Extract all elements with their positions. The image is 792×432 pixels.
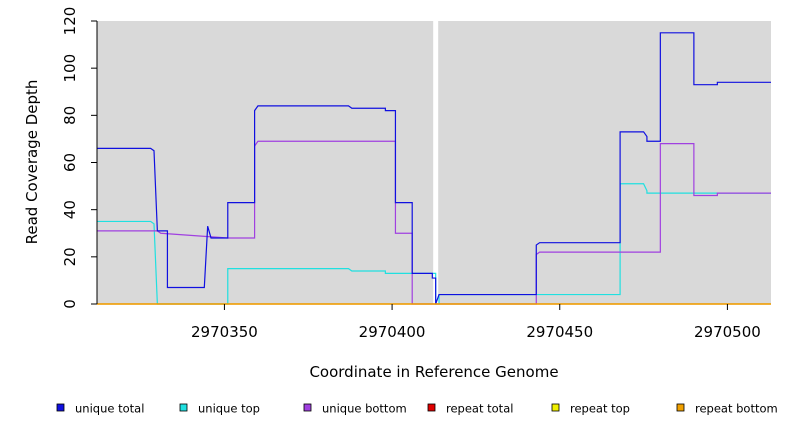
legend-item-repeat-total: repeat total <box>427 402 513 416</box>
x-tick-label: 2970450 <box>526 323 593 341</box>
series-line-unique-total <box>97 32 771 305</box>
y-axis-title: Read Coverage Depth <box>23 80 41 245</box>
legend-label: unique bottom <box>322 402 407 416</box>
legend-label: repeat total <box>446 402 513 416</box>
x-tick-label: 2970400 <box>359 323 426 341</box>
legend-swatch <box>179 403 188 412</box>
legend-label: repeat bottom <box>695 402 778 416</box>
y-tick-label: 80 <box>61 106 79 125</box>
legend-item-repeat-bottom: repeat bottom <box>676 402 778 416</box>
legend-swatch <box>427 403 436 412</box>
y-tick-label: 100 <box>61 54 79 83</box>
legend-item-unique-top: unique top <box>179 402 260 416</box>
legend-label: unique top <box>198 402 260 416</box>
y-tick-label: 0 <box>61 299 79 309</box>
legend-swatch <box>56 403 65 412</box>
legend-item-unique-bottom: unique bottom <box>303 402 407 416</box>
y-tick-label: 40 <box>61 200 79 219</box>
y-tick-label: 20 <box>61 247 79 266</box>
contig-gap <box>433 21 439 304</box>
legend-item-unique-total: unique total <box>56 402 144 416</box>
legend-swatch <box>551 403 560 412</box>
legend-item-repeat-top: repeat top <box>551 402 630 416</box>
legend-swatch <box>676 403 685 412</box>
legend-swatch <box>303 403 312 412</box>
y-tick-label: 120 <box>61 7 79 36</box>
legend-label: repeat top <box>570 402 630 416</box>
y-tick-label: 60 <box>61 153 79 172</box>
x-axis-title: Coordinate in Reference Genome <box>309 363 558 381</box>
x-tick-label: 2970350 <box>191 323 258 341</box>
x-tick-label: 2970500 <box>694 323 761 341</box>
legend-label: unique total <box>75 402 144 416</box>
